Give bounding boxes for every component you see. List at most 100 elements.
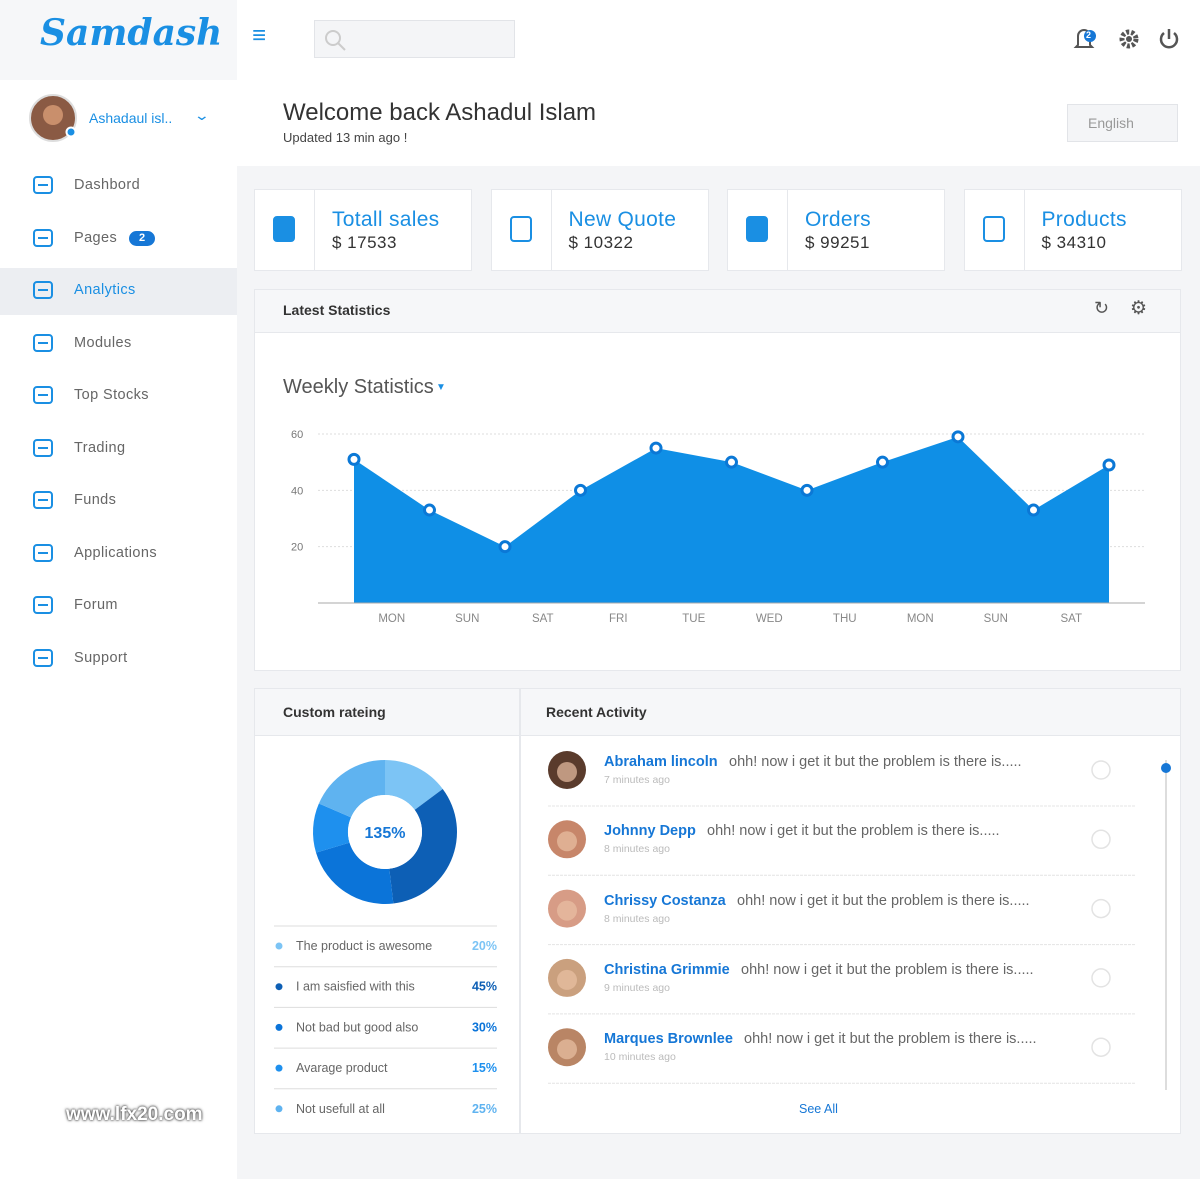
stat-icon — [509, 216, 532, 242]
icon-shape — [33, 386, 53, 404]
menu-icon — [33, 596, 53, 614]
donut-slice — [385, 760, 443, 810]
menu-item[interactable]: Applications — [74, 544, 157, 561]
icon-shape — [33, 228, 53, 247]
menu-badge: 2 — [129, 230, 155, 246]
activity-name[interactable]: Johnny Depp — [604, 823, 696, 840]
menu-icon — [33, 333, 53, 352]
stat-value: $ 99251 — [805, 233, 870, 252]
point — [725, 455, 738, 469]
stat-icon-shape — [982, 216, 1005, 242]
x-tick-label: TUE — [682, 613, 705, 625]
menu-toggle[interactable]: ≡ — [252, 22, 267, 49]
menu-icon — [33, 543, 53, 562]
menu-item[interactable]: Pages — [74, 229, 118, 246]
menu-item[interactable]: Dashbord — [74, 177, 141, 193]
logo-area — [0, 0, 237, 80]
icon-shape — [33, 491, 53, 509]
y-tick-label: 40 — [291, 485, 303, 497]
activity-message: ohh! now i get it but the problem is the… — [737, 892, 1030, 909]
menu-item[interactable]: Analytics — [74, 282, 136, 298]
dismiss-icon — [1091, 968, 1111, 988]
point — [1102, 458, 1116, 472]
legend-dot — [275, 1105, 283, 1113]
x-tick-label: SUN — [455, 613, 479, 625]
activity-avatar-face — [557, 969, 577, 990]
stat-label: Products — [1041, 208, 1127, 231]
see-all-link[interactable]: See All — [799, 1102, 838, 1116]
online-dot — [65, 126, 77, 138]
notification-badge — [1084, 30, 1096, 42]
x-tick-label: FRI — [609, 613, 628, 625]
x-tick-label: SUN — [984, 613, 1008, 625]
user-avatar — [29, 94, 77, 142]
x-tick-label: MON — [907, 613, 934, 625]
refresh-button[interactable]: ↻ — [1094, 298, 1110, 318]
donut-slice — [389, 789, 458, 904]
menu-item[interactable]: Forum — [74, 597, 118, 613]
point — [498, 540, 512, 554]
power-icon — [1159, 29, 1179, 49]
activity-name[interactable]: Christina Grimmie — [604, 961, 730, 978]
menu-icon — [33, 491, 53, 509]
activity-name[interactable]: Abraham lincoln — [604, 754, 718, 770]
y-tick-label: 20 — [291, 542, 303, 554]
icon-shape — [33, 333, 53, 352]
chart-title: Weekly Statistics — [283, 376, 434, 398]
notification-count: 2 — [1086, 30, 1092, 40]
stat-icon — [746, 216, 768, 242]
menu-item[interactable]: Modules — [74, 334, 132, 351]
activity-name[interactable]: Chrissy Costanza — [604, 892, 726, 909]
activity-message: ohh! now i get it but the problem is the… — [744, 1031, 1037, 1048]
activity-header — [520, 688, 1181, 736]
search-box[interactable] — [314, 20, 515, 58]
activity-name[interactable]: Marques Brownlee — [604, 1031, 733, 1048]
x-tick-label: THU — [833, 613, 857, 625]
menu-item[interactable]: Support — [74, 649, 128, 666]
legend-value: 45% — [472, 980, 497, 994]
menu-icon — [33, 281, 53, 299]
menu-item[interactable]: Funds — [74, 492, 117, 508]
legend-label: Avarage product — [296, 1061, 388, 1075]
rating-header — [254, 688, 520, 736]
point — [347, 452, 361, 466]
watermark: www.lfx20.com — [66, 1104, 203, 1125]
user-dropdown[interactable]: ⌄ — [193, 107, 211, 123]
dismiss-icon — [1091, 1037, 1111, 1057]
language-button[interactable]: English — [1067, 104, 1178, 142]
stat-label: Orders — [805, 208, 871, 231]
area-chart: 20 40 60 MON SUN SAT FRI TUE WED THU MON SUN SAT — [291, 429, 1145, 625]
icon-shape — [33, 281, 53, 299]
legend-dot — [275, 1023, 283, 1031]
sidebar — [0, 0, 237, 1179]
legend-value: 30% — [472, 1020, 497, 1034]
point — [951, 430, 965, 444]
activity-avatar-face — [557, 900, 577, 921]
settings-hub — [1126, 36, 1132, 42]
point — [423, 503, 436, 517]
legend-value: 15% — [472, 1061, 497, 1075]
stat-icon-area — [727, 189, 788, 271]
stat-icon-shape — [509, 216, 532, 242]
settings-button[interactable]: ⚙ — [1130, 298, 1148, 319]
menu-active-bg — [0, 268, 237, 315]
panel-header — [254, 289, 1181, 333]
activity-avatar-face — [557, 1039, 577, 1060]
settings-icon — [1119, 29, 1139, 49]
legend-label: Not usefull at all — [296, 1102, 385, 1116]
menu-icon — [33, 176, 53, 194]
stat-card — [490, 189, 709, 271]
stat-value: $ 10322 — [568, 233, 634, 252]
stat-icon-area — [964, 189, 1025, 271]
donut-slice — [313, 803, 352, 853]
rating-title: Custom rateing — [283, 704, 386, 720]
chart-dropdown[interactable]: ▼ — [436, 382, 446, 393]
activity-message: ohh! now i get it but the problem is the… — [707, 823, 1000, 840]
menu-item[interactable]: Top Stocks — [74, 387, 149, 403]
icon-shape — [33, 648, 53, 667]
menu-icon — [33, 648, 53, 667]
search-lens — [325, 30, 341, 46]
menu-item[interactable]: Trading — [74, 439, 126, 456]
